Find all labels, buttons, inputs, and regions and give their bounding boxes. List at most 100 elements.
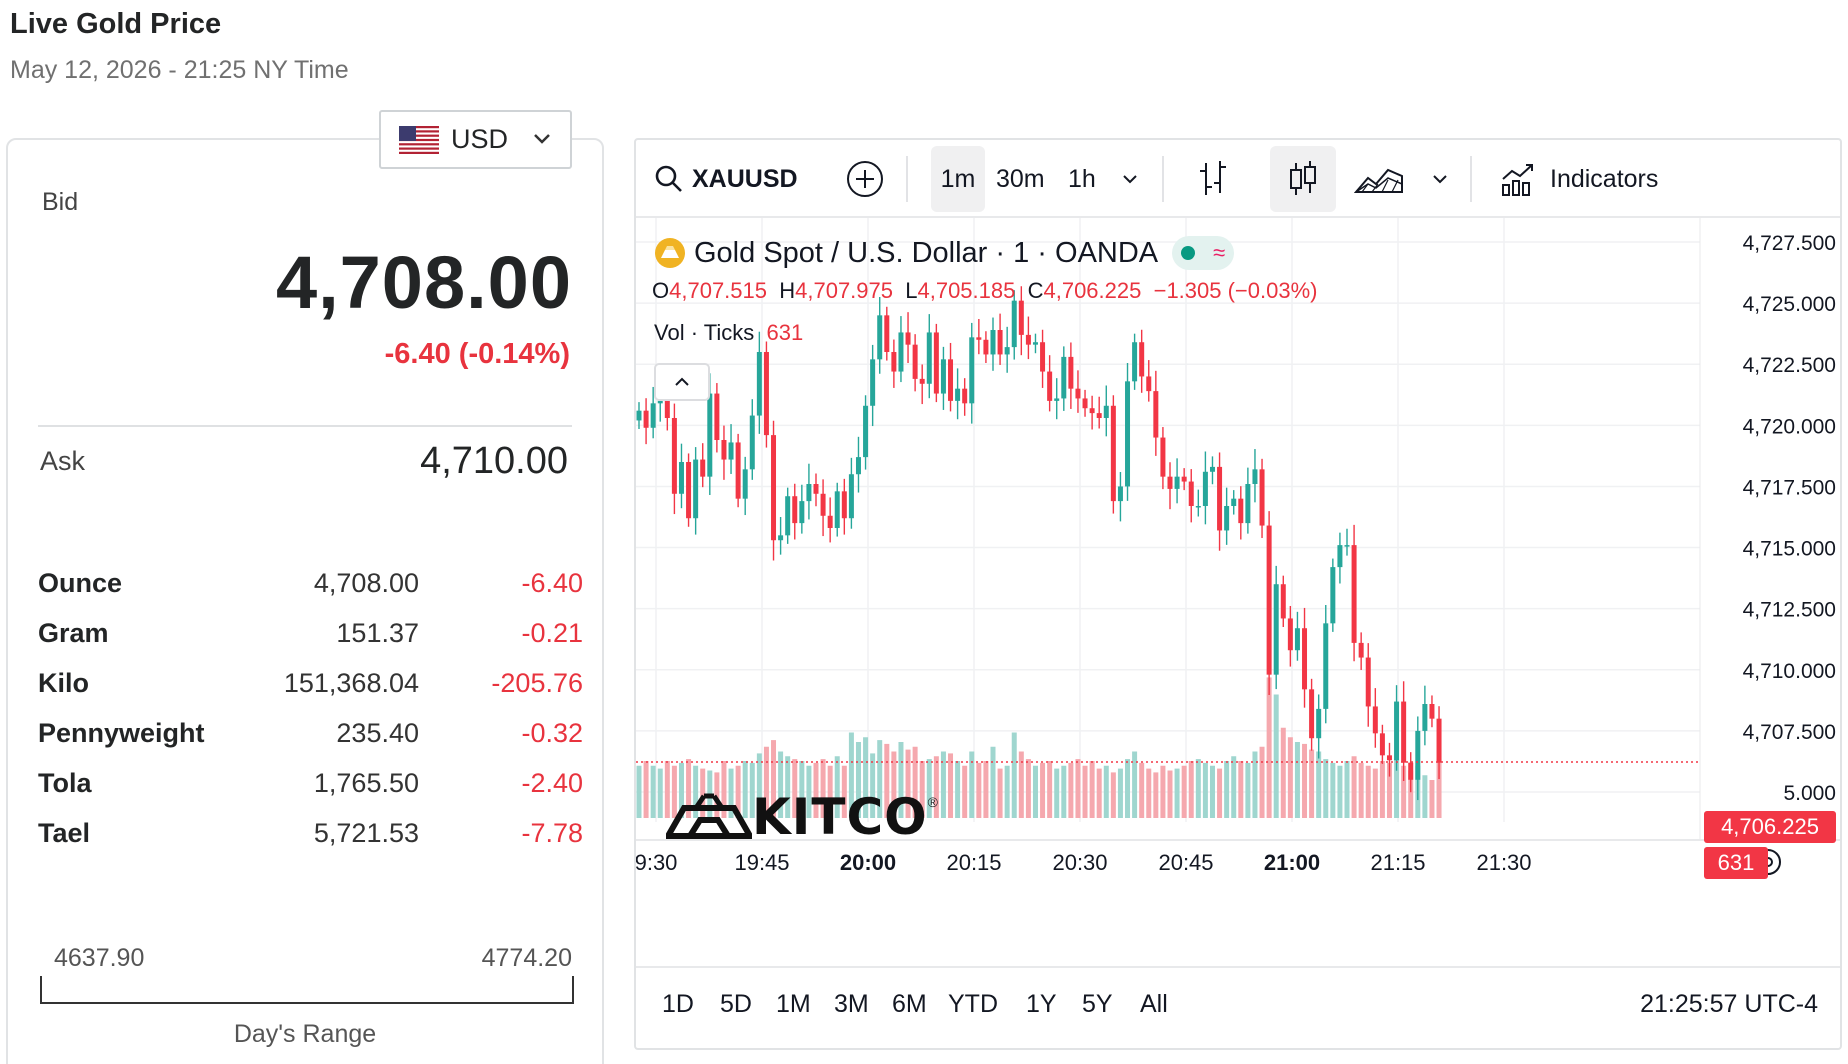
volume-bar xyxy=(976,762,982,818)
days-range-bar xyxy=(40,976,574,1004)
candle-body xyxy=(1323,623,1329,709)
volume-bar xyxy=(912,746,918,818)
indicators-icon xyxy=(1502,164,1533,196)
range-1m[interactable]: 1M xyxy=(776,990,811,1018)
range-6m[interactable]: 6M xyxy=(892,990,927,1018)
volume-bar xyxy=(1287,737,1293,818)
candlestick-chart[interactable]: 4,727.500 4,725.000 4,722.500 4,720.000 4,71… xyxy=(636,218,1842,964)
range-1d[interactable]: 1D xyxy=(662,990,694,1018)
candle-body xyxy=(749,415,755,470)
range-all[interactable]: All xyxy=(1140,990,1168,1018)
chevron-up-icon xyxy=(675,377,689,386)
indicators-button[interactable]: Indicators xyxy=(1500,146,1658,212)
range-ytd[interactable]: YTD xyxy=(948,990,998,1018)
candle-body xyxy=(1025,334,1031,345)
candle-chart-button[interactable] xyxy=(1270,146,1336,212)
divider xyxy=(38,425,572,427)
candle-body xyxy=(728,442,734,460)
close-label: C xyxy=(1027,278,1044,303)
volume-bar xyxy=(1103,765,1109,818)
interval-1m[interactable]: 1m xyxy=(931,146,985,212)
candle-body xyxy=(1032,342,1038,345)
compare-symbol-button[interactable] xyxy=(846,146,884,212)
volume-bar xyxy=(1209,765,1215,818)
ask-label: Ask xyxy=(40,446,86,476)
currency-select[interactable]: USD xyxy=(379,110,572,169)
bar-chart-button[interactable] xyxy=(1196,146,1230,212)
candle-body xyxy=(898,332,904,372)
volume-bar xyxy=(1238,761,1244,818)
candle-body xyxy=(1082,398,1088,409)
range-5y[interactable]: 5Y xyxy=(1082,990,1113,1018)
candle-body xyxy=(792,496,798,524)
candle-body xyxy=(1054,398,1060,401)
candle-body xyxy=(1139,342,1145,377)
interval-30m[interactable]: 30m xyxy=(996,164,1045,193)
candle-body xyxy=(1146,376,1152,392)
area-chart-button[interactable] xyxy=(1354,146,1404,212)
volume-bar xyxy=(1061,765,1067,818)
candle-body xyxy=(742,469,748,499)
unit-value: 235.40 xyxy=(336,718,419,748)
volume-bar xyxy=(1408,770,1414,818)
volume-bar xyxy=(1351,756,1357,818)
low-label: L xyxy=(905,278,918,303)
symbol-label: XAUUSD xyxy=(692,164,798,193)
volume-bar xyxy=(1132,751,1138,818)
candle-body xyxy=(848,474,854,519)
candle-body xyxy=(926,332,932,384)
y-axis-label: 4,725.000 xyxy=(1743,293,1836,316)
y-axis-label: 4,722.500 xyxy=(1743,354,1836,377)
candle-body xyxy=(693,459,699,519)
candle-body xyxy=(636,410,642,421)
volume-bar xyxy=(948,753,954,818)
range-5d[interactable]: 5D xyxy=(720,990,752,1018)
volume-bar xyxy=(686,759,692,818)
price-panel: Bid 4,708.00 -6.40 (-0.14%) Ask 4,710.00… xyxy=(6,138,604,1064)
market-status-pill[interactable]: ≈ xyxy=(1172,236,1235,270)
candle-body xyxy=(1110,405,1116,502)
kitco-watermark: KITCO ® xyxy=(666,788,938,846)
volume-bar xyxy=(1394,759,1400,818)
unit-name: Tola xyxy=(38,768,92,798)
x-axis-label: 21:30 xyxy=(1476,850,1531,875)
chart-type-dropdown[interactable] xyxy=(1430,146,1450,212)
volume-bar xyxy=(1047,761,1053,818)
candle-body xyxy=(1302,628,1308,690)
candle-body xyxy=(657,400,663,404)
volume-bar xyxy=(813,762,819,818)
candle-body xyxy=(771,435,777,541)
volume-bar xyxy=(728,768,734,818)
candle-body xyxy=(827,515,833,528)
interval-dropdown[interactable] xyxy=(1120,146,1140,212)
candle-body xyxy=(820,493,826,516)
legend-change: −1.305 (−0.03%) xyxy=(1153,278,1318,303)
candle-body xyxy=(1358,642,1364,658)
candle-body xyxy=(969,337,975,404)
range-1y[interactable]: 1Y xyxy=(1026,990,1057,1018)
plus-circle-icon xyxy=(847,161,883,197)
volume-bar xyxy=(898,742,904,818)
high-label: H xyxy=(779,278,796,303)
candle-body xyxy=(1415,730,1421,780)
candle-body xyxy=(735,442,741,499)
bid-price: 4,708.00 xyxy=(275,241,572,324)
close-value: 4,706.225 xyxy=(1043,278,1142,303)
interval-1h[interactable]: 1h xyxy=(1068,164,1096,193)
volume-bar xyxy=(1231,756,1237,818)
volume-bar xyxy=(643,761,649,818)
volume-bar xyxy=(1316,751,1322,818)
volume-bar xyxy=(1075,759,1081,818)
volume-bar xyxy=(1117,768,1123,818)
range-3m[interactable]: 3M xyxy=(834,990,869,1018)
volume-bar xyxy=(962,765,968,818)
volume-bar xyxy=(1082,765,1088,818)
volume-bar xyxy=(700,768,706,818)
volume-bar xyxy=(721,761,727,818)
volume-bar xyxy=(1167,770,1173,818)
volume-bar xyxy=(1252,751,1258,818)
candle-body xyxy=(1309,689,1315,739)
collapse-legend-button[interactable] xyxy=(654,363,710,401)
volume-bar xyxy=(1040,762,1046,818)
symbol-search[interactable]: XAUUSD xyxy=(654,146,798,212)
